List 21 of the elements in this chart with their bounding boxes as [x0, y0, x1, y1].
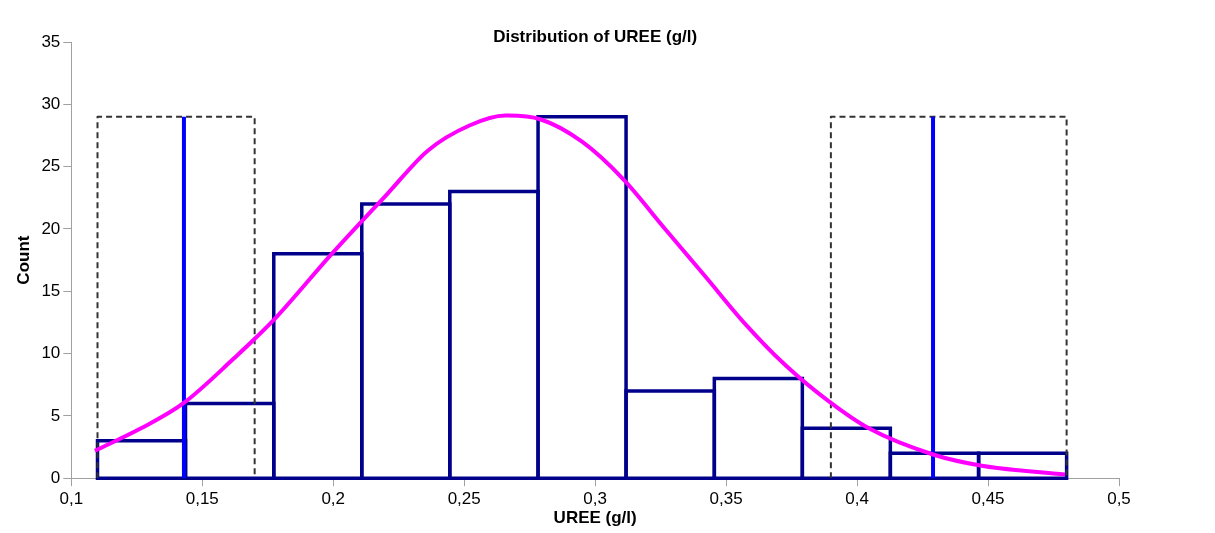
x-tick-label: 0,5 [1107, 489, 1131, 509]
x-tick-label: 0,25 [447, 489, 481, 509]
y-axis-title: Count [13, 235, 33, 285]
y-tick-label: 35 [41, 31, 61, 51]
y-tick-label: 25 [41, 156, 61, 176]
x-tick-label: 0,35 [709, 489, 743, 509]
x-tick-label: 0,15 [185, 489, 219, 509]
y-tick-label: 0 [50, 467, 61, 487]
y-tick-label: 10 [41, 343, 61, 363]
y-tick-label: 30 [41, 94, 61, 113]
x-tick-label: 0,1 [59, 489, 84, 509]
x-tick-label: 0,2 [321, 489, 346, 509]
chart-title: Distribution of UREE (g/l) [493, 27, 698, 47]
y-tick-label: 15 [41, 280, 61, 300]
line-series [92, 113, 1068, 477]
x-tick-label: 0,3 [583, 489, 607, 509]
x-tick-label: 0,45 [971, 489, 1005, 509]
x-tick-label: 0,4 [845, 489, 869, 509]
y-tick-label: 5 [50, 405, 61, 425]
y-tick-label: 20 [41, 218, 61, 238]
x-axis-title: UREE (g/l) [553, 508, 637, 528]
